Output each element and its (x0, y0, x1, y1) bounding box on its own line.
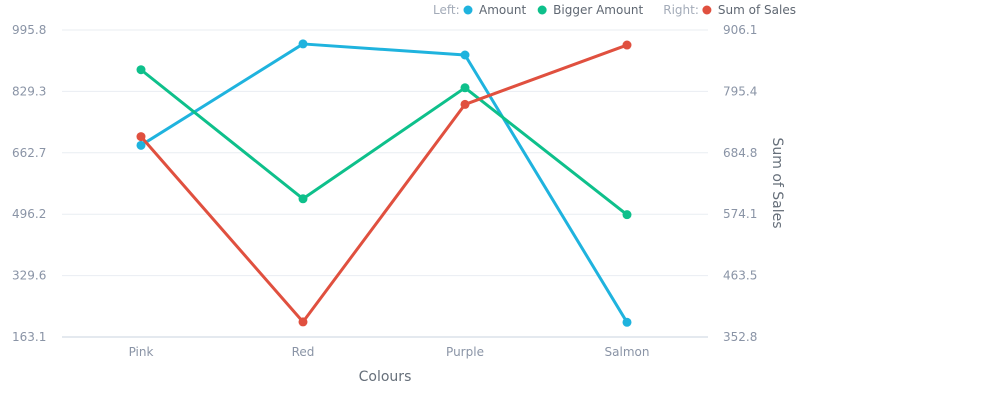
series-line-bigger-amount (139, 68, 629, 217)
left-tick-label: 829.3 (12, 84, 46, 98)
legend-item-bigger-amount[interactable]: Bigger Amount (553, 3, 643, 17)
legend-item-amount[interactable]: Amount (479, 3, 526, 17)
data-point-sum-of-sales[interactable] (622, 40, 632, 50)
data-point-sum-of-sales[interactable] (460, 99, 470, 109)
data-point-bigger-amount[interactable] (136, 65, 146, 75)
left-tick-label: 496.2 (12, 207, 46, 221)
x-axis-ticks: Pink Red Purple Salmon (129, 345, 650, 359)
data-point-amount[interactable] (460, 50, 470, 60)
legend-item-sum-of-sales[interactable]: Sum of Sales (718, 3, 796, 17)
right-tick-label: 463.5 (723, 269, 757, 283)
x-tick-label: Pink (129, 345, 154, 359)
data-point-amount[interactable] (298, 39, 308, 49)
legend-marker-amount (463, 5, 473, 15)
left-tick-label: 995.8 (12, 23, 46, 37)
series-line-amount (139, 42, 629, 324)
legend: Left: Amount Bigger Amount Right: Sum of Sal… (433, 3, 796, 17)
legend-left-heading: Left: (433, 3, 460, 17)
data-point-bigger-amount[interactable] (622, 210, 632, 220)
data-point-sum-of-sales[interactable] (298, 317, 308, 327)
right-axis-title: Sum of Sales (769, 137, 785, 228)
x-axis-title: Colours (359, 369, 412, 385)
series-line-sum-of-sales (139, 43, 629, 324)
right-tick-label: 906.1 (723, 23, 757, 37)
left-axis-ticks: 995.8 829.3 662.7 496.2 329.6 163.1 (12, 23, 46, 344)
left-tick-label: 662.7 (12, 146, 46, 160)
x-tick-label: Salmon (605, 345, 650, 359)
right-axis-ticks: 906.1 795.4 684.8 574.1 463.5 352.8 (723, 23, 757, 344)
right-tick-label: 574.1 (723, 207, 757, 221)
legend-marker-bigger-amount (537, 5, 547, 15)
data-point-bigger-amount[interactable] (298, 194, 308, 204)
data-point-amount[interactable] (622, 317, 632, 327)
right-tick-label: 684.8 (723, 146, 757, 160)
right-tick-label: 795.4 (723, 84, 757, 98)
legend-marker-sum-of-sales (702, 5, 712, 15)
series-group (136, 39, 632, 327)
x-tick-label: Red (292, 345, 315, 359)
left-tick-label: 329.6 (12, 269, 46, 283)
legend-right-heading: Right: (663, 3, 699, 17)
data-point-bigger-amount[interactable] (460, 83, 470, 93)
x-tick-label: Purple (446, 345, 484, 359)
left-tick-label: 163.1 (12, 330, 46, 344)
right-tick-label: 352.8 (723, 330, 757, 344)
data-point-sum-of-sales[interactable] (136, 132, 146, 142)
gridlines (62, 29, 708, 338)
data-point-amount[interactable] (136, 140, 146, 150)
